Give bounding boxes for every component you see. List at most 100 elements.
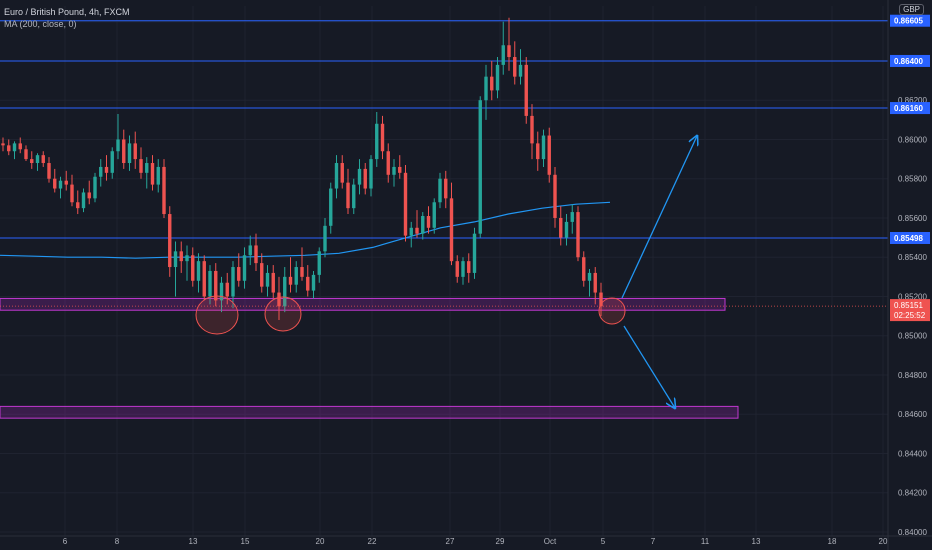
candle-down[interactable] bbox=[507, 17, 511, 71]
candle-up[interactable] bbox=[185, 245, 189, 281]
candle-up[interactable] bbox=[564, 214, 569, 246]
candle-up[interactable] bbox=[352, 178, 356, 215]
currency-badge[interactable]: GBP bbox=[899, 4, 924, 15]
candle-down[interactable] bbox=[288, 257, 293, 293]
candle-down[interactable] bbox=[455, 255, 459, 283]
candle-down[interactable] bbox=[179, 241, 183, 273]
candle-up[interactable] bbox=[156, 159, 160, 193]
candle-up[interactable] bbox=[357, 159, 362, 195]
candle-down[interactable] bbox=[41, 151, 45, 167]
candle-up[interactable] bbox=[196, 253, 201, 293]
indicator-label[interactable]: MA (200, close, 0) bbox=[4, 19, 77, 29]
candle-up[interactable] bbox=[35, 153, 40, 171]
candle-up[interactable] bbox=[99, 159, 103, 187]
candle-up[interactable] bbox=[329, 182, 333, 234]
candle-up[interactable] bbox=[472, 227, 477, 279]
candle-down[interactable] bbox=[122, 129, 126, 169]
candle-down[interactable] bbox=[415, 210, 419, 238]
candle-down[interactable] bbox=[444, 170, 448, 209]
candle-up[interactable] bbox=[323, 217, 327, 258]
candle-down[interactable] bbox=[553, 166, 557, 228]
candle-up[interactable] bbox=[484, 64, 488, 120]
candle-up[interactable] bbox=[173, 241, 178, 297]
candle-up[interactable] bbox=[461, 257, 465, 285]
candle-up[interactable] bbox=[478, 96, 482, 238]
candle-up[interactable] bbox=[231, 261, 235, 309]
candle-up[interactable] bbox=[432, 198, 436, 234]
candle-down[interactable] bbox=[47, 157, 51, 183]
candle-down[interactable] bbox=[133, 131, 137, 169]
candle-up[interactable] bbox=[501, 21, 505, 75]
candle-down[interactable] bbox=[18, 137, 22, 154]
candle-down[interactable] bbox=[536, 131, 540, 171]
candle-down[interactable] bbox=[191, 247, 195, 287]
candle-down[interactable] bbox=[271, 265, 275, 299]
candle-down[interactable] bbox=[53, 168, 57, 193]
support-zone[interactable] bbox=[0, 405, 739, 419]
candle-down[interactable] bbox=[162, 159, 166, 218]
candle-up[interactable] bbox=[145, 157, 149, 189]
candle-down[interactable] bbox=[237, 253, 241, 287]
candle-up[interactable] bbox=[317, 247, 321, 283]
candle-down[interactable] bbox=[380, 115, 385, 160]
symbol-title[interactable]: Euro / British Pound, 4h, FXCM bbox=[4, 7, 130, 17]
candle-up[interactable] bbox=[495, 57, 500, 99]
candle-down[interactable] bbox=[64, 170, 68, 191]
candle-up[interactable] bbox=[127, 135, 132, 171]
candle-down[interactable] bbox=[7, 139, 11, 156]
candle-up[interactable] bbox=[248, 235, 252, 266]
candle-up[interactable] bbox=[283, 267, 287, 313]
candle-up[interactable] bbox=[208, 265, 212, 305]
candle-up[interactable] bbox=[438, 172, 442, 209]
candle-up[interactable] bbox=[219, 276, 224, 313]
bearish-arrow[interactable] bbox=[623, 325, 675, 408]
candle-down[interactable] bbox=[530, 104, 534, 160]
candle-down[interactable] bbox=[24, 145, 28, 162]
candle-down[interactable] bbox=[202, 255, 206, 301]
candle-down[interactable] bbox=[300, 247, 304, 281]
candle-up[interactable] bbox=[242, 247, 247, 289]
candle-up[interactable] bbox=[421, 212, 425, 240]
highlight-ellipse[interactable] bbox=[195, 295, 239, 335]
candle-down[interactable] bbox=[139, 147, 143, 179]
candle-up[interactable] bbox=[392, 159, 396, 187]
candle-up[interactable] bbox=[587, 269, 592, 297]
candle-up[interactable] bbox=[81, 188, 86, 213]
candle-down[interactable] bbox=[559, 206, 563, 246]
candle-up[interactable] bbox=[334, 155, 339, 199]
candle-down[interactable] bbox=[340, 155, 344, 189]
candle-up[interactable] bbox=[93, 172, 97, 203]
candle-up[interactable] bbox=[294, 261, 298, 293]
candle-down[interactable] bbox=[277, 276, 281, 321]
candle-down[interactable] bbox=[30, 151, 34, 169]
candle-up[interactable] bbox=[58, 176, 63, 199]
candle-down[interactable] bbox=[1, 137, 5, 152]
support-zone[interactable] bbox=[0, 297, 726, 311]
candle-down[interactable] bbox=[76, 190, 80, 215]
candle-down[interactable] bbox=[150, 155, 155, 191]
candle-down[interactable] bbox=[403, 164, 408, 242]
candle-up[interactable] bbox=[110, 147, 114, 179]
candle-up[interactable] bbox=[409, 221, 413, 248]
candle-down[interactable] bbox=[490, 60, 494, 101]
candle-down[interactable] bbox=[547, 127, 551, 183]
candle-up[interactable] bbox=[265, 265, 270, 297]
candle-down[interactable] bbox=[214, 263, 218, 307]
candle-up[interactable] bbox=[518, 49, 523, 85]
candle-down[interactable] bbox=[398, 155, 402, 179]
candle-up[interactable] bbox=[570, 204, 574, 234]
candle-down[interactable] bbox=[524, 57, 528, 124]
candle-down[interactable] bbox=[306, 265, 310, 297]
candle-up[interactable] bbox=[311, 270, 316, 299]
candle-down[interactable] bbox=[104, 155, 109, 181]
candle-down[interactable] bbox=[254, 233, 258, 271]
bullish-arrow[interactable] bbox=[621, 136, 697, 299]
candle-down[interactable] bbox=[386, 143, 390, 183]
candle-down[interactable] bbox=[225, 272, 229, 305]
candle-down[interactable] bbox=[426, 206, 431, 234]
candle-down[interactable] bbox=[346, 168, 350, 215]
highlight-ellipse[interactable] bbox=[264, 296, 302, 332]
candle-down[interactable] bbox=[513, 41, 517, 85]
candle-down[interactable] bbox=[449, 182, 454, 266]
candle-down[interactable] bbox=[593, 267, 597, 305]
